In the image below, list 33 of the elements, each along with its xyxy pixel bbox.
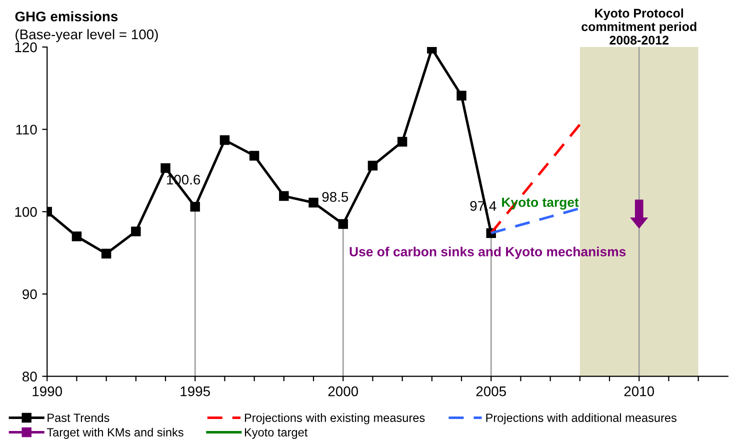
y-tick-label: 100 xyxy=(15,207,37,217)
point xyxy=(368,160,378,170)
y-tick-label: 80 xyxy=(22,372,37,382)
x-tick-label: 1995 xyxy=(180,386,210,396)
data-label: 98.5 xyxy=(322,192,348,202)
legend-label: Projections with additional measures xyxy=(486,413,676,424)
y-tick-label: 120 xyxy=(15,42,37,52)
point xyxy=(338,219,348,229)
annotation: Use of carbon sinks and Kyoto mechanisms xyxy=(350,246,626,259)
x-tick-label: 1990 xyxy=(32,386,62,396)
point xyxy=(72,232,82,242)
x-tick-label: 2005 xyxy=(476,386,506,396)
legend-label: Target with KMs and sinks xyxy=(46,428,184,439)
point xyxy=(131,226,141,236)
chart-subtitle: (Base-year level = 100) xyxy=(16,29,158,42)
point xyxy=(160,163,170,173)
point xyxy=(101,248,112,259)
point xyxy=(279,191,289,201)
point xyxy=(190,202,200,212)
y-tick-label: 90 xyxy=(22,289,37,300)
legend-label: Kyoto target xyxy=(244,428,308,439)
point xyxy=(308,198,318,208)
legend-label: Projections with existing measures xyxy=(244,413,425,424)
point xyxy=(249,150,260,161)
y-tick-label: 110 xyxy=(16,124,37,135)
band-label: Kyoto Protocol commitment period 2008-2012 xyxy=(582,8,696,45)
chart-title: GHG emissions xyxy=(15,11,118,22)
point xyxy=(456,90,466,100)
legend-label: Past Trends xyxy=(48,413,110,422)
x-tick-label: 2000 xyxy=(328,386,358,396)
point xyxy=(397,136,408,147)
x-tick-label: 2010 xyxy=(624,386,654,396)
point xyxy=(220,135,230,145)
